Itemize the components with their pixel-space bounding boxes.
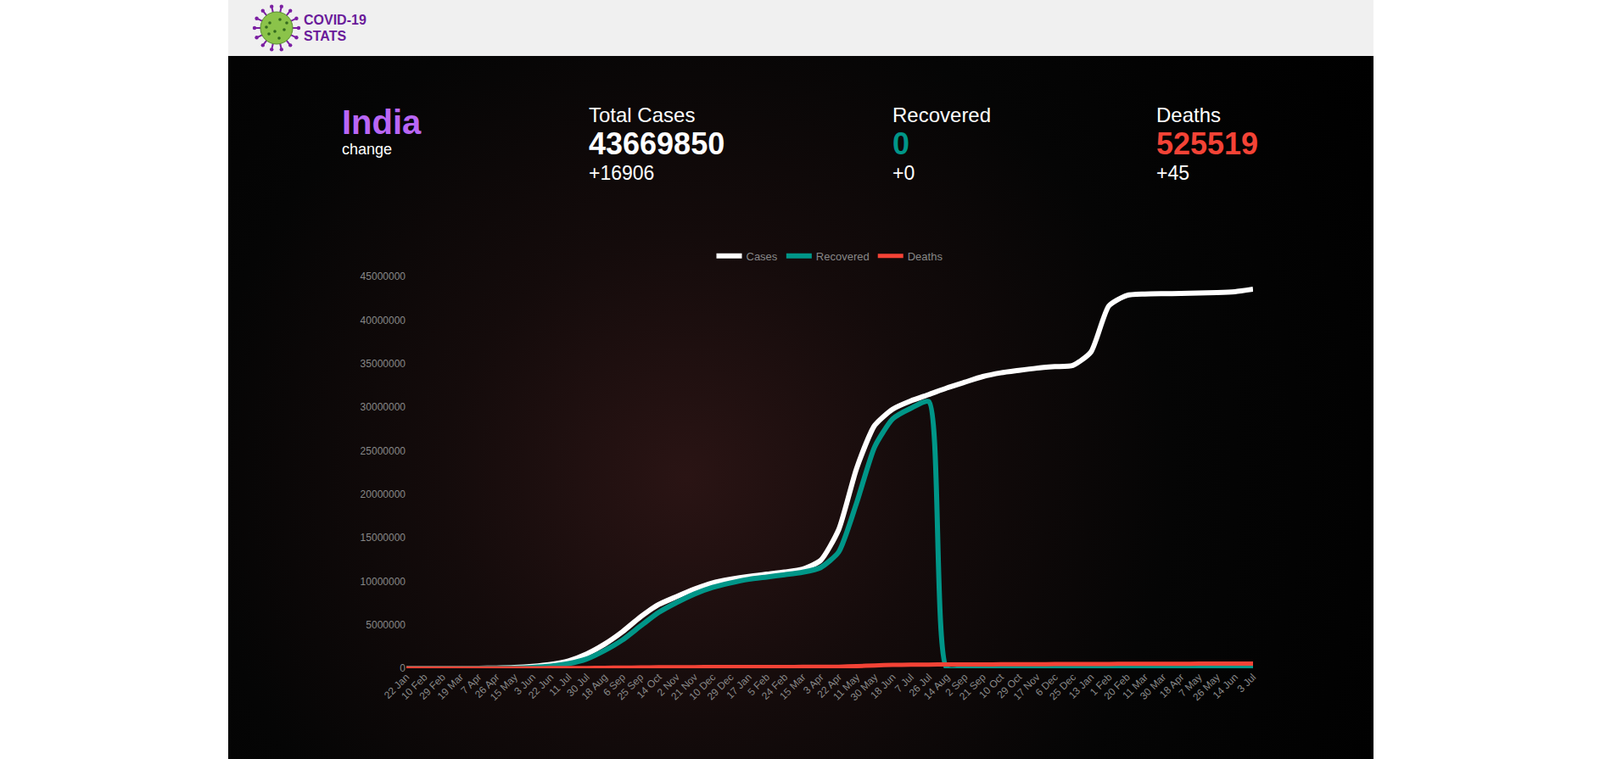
svg-text:13 Jan: 13 Jan xyxy=(1066,671,1097,701)
svg-text:17 Jan: 17 Jan xyxy=(723,671,754,701)
html-text:change: change xyxy=(341,140,393,158)
html-text:0: 0 xyxy=(892,126,910,162)
svg-text:6 Sep: 6 Sep xyxy=(600,671,628,699)
svg-text:3 Apr: 3 Apr xyxy=(800,671,827,697)
svg-text:26 May: 26 May xyxy=(1190,671,1223,704)
html-text:COVID-19: COVID-19 xyxy=(303,12,367,28)
svg-text:14 Aug: 14 Aug xyxy=(921,671,952,702)
svg-text:3 Jun: 3 Jun xyxy=(511,671,538,698)
svg-text:14 Oct: 14 Oct xyxy=(634,671,665,701)
svg-text:25 Sep: 25 Sep xyxy=(615,671,647,703)
svg-text:Recovered: Recovered xyxy=(816,250,870,263)
svg-text:10 Oct: 10 Oct xyxy=(976,671,1007,701)
svg-text:25 Dec: 25 Dec xyxy=(1046,671,1079,703)
svg-text:24 Feb: 24 Feb xyxy=(759,671,791,703)
svg-text:45000000: 45000000 xyxy=(360,270,407,283)
svg-text:3 Jul: 3 Jul xyxy=(1235,671,1259,695)
svg-text:30 Mar: 30 Mar xyxy=(1137,671,1169,702)
html-text:India: India xyxy=(341,103,422,141)
svg-text:22 Jan: 22 Jan xyxy=(381,671,412,701)
svg-text:14 Jun: 14 Jun xyxy=(1210,671,1241,701)
svg-text:15 Mar: 15 Mar xyxy=(777,671,808,702)
html-text:Recovered: Recovered xyxy=(892,103,991,127)
svg-text:10000000: 10000000 xyxy=(360,576,407,588)
svg-text:15000000: 15000000 xyxy=(360,531,407,544)
html-text:+16906: +16906 xyxy=(588,162,655,185)
svg-text:22 Jun: 22 Jun xyxy=(525,671,556,701)
html-text:+45: +45 xyxy=(1156,162,1190,185)
svg-text:22 Apr: 22 Apr xyxy=(815,671,845,700)
svg-text:18 Aug: 18 Aug xyxy=(579,671,610,702)
svg-text:30000000: 30000000 xyxy=(360,401,407,414)
svg-text:29 Feb: 29 Feb xyxy=(417,671,449,703)
html-text:525519: 525519 xyxy=(1156,126,1259,162)
svg-text:21 Nov: 21 Nov xyxy=(668,671,700,703)
svg-text:7 Jul: 7 Jul xyxy=(892,671,917,695)
svg-text:15 May: 15 May xyxy=(487,671,521,704)
svg-text:20000000: 20000000 xyxy=(360,488,407,501)
svg-text:2 Sep: 2 Sep xyxy=(943,671,971,699)
svg-text:11 Jul: 11 Jul xyxy=(547,671,575,699)
svg-text:18 Apr: 18 Apr xyxy=(1157,671,1187,700)
svg-text:40000000: 40000000 xyxy=(360,314,407,327)
svg-text:35000000: 35000000 xyxy=(360,358,407,370)
svg-text:26 Jul: 26 Jul xyxy=(906,671,935,700)
svg-text:0: 0 xyxy=(399,662,406,675)
svg-text:5 Feb: 5 Feb xyxy=(744,671,773,699)
html-text:STATS: STATS xyxy=(303,28,347,44)
svg-text:30 Jul: 30 Jul xyxy=(564,671,593,700)
svg-text:10 Feb: 10 Feb xyxy=(398,671,431,703)
svg-text:6 Dec: 6 Dec xyxy=(1033,671,1061,699)
svg-text:20 Feb: 20 Feb xyxy=(1101,671,1133,703)
svg-text:Deaths: Deaths xyxy=(907,250,944,263)
svg-text:21 Sep: 21 Sep xyxy=(956,671,989,703)
svg-text:17 Nov: 17 Nov xyxy=(1011,671,1043,703)
svg-text:29 Oct: 29 Oct xyxy=(994,671,1024,701)
svg-text:Cases: Cases xyxy=(746,250,778,263)
svg-text:30 May: 30 May xyxy=(848,671,881,704)
svg-text:29 Dec: 29 Dec xyxy=(704,671,737,703)
svg-text:11 Mar: 11 Mar xyxy=(1119,671,1151,702)
svg-text:25000000: 25000000 xyxy=(360,445,407,458)
html-text:Deaths: Deaths xyxy=(1156,103,1221,127)
html-text:+0: +0 xyxy=(892,162,915,185)
svg-text:11 May: 11 May xyxy=(830,671,862,703)
svg-text:7 May: 7 May xyxy=(1176,671,1205,700)
svg-text:1 Feb: 1 Feb xyxy=(1087,671,1115,699)
html-text:Total Cases: Total Cases xyxy=(588,103,696,127)
svg-text:7 Apr: 7 Apr xyxy=(458,671,485,697)
svg-text:2 Nov: 2 Nov xyxy=(654,671,683,699)
svg-text:10 Dec: 10 Dec xyxy=(687,671,719,703)
svg-text:19 Mar: 19 Mar xyxy=(435,671,466,702)
html-text:43669850: 43669850 xyxy=(588,126,725,162)
svg-text:26 Apr: 26 Apr xyxy=(472,671,502,700)
svg-text:18 Jun: 18 Jun xyxy=(867,671,898,701)
svg-text:5000000: 5000000 xyxy=(365,619,406,632)
